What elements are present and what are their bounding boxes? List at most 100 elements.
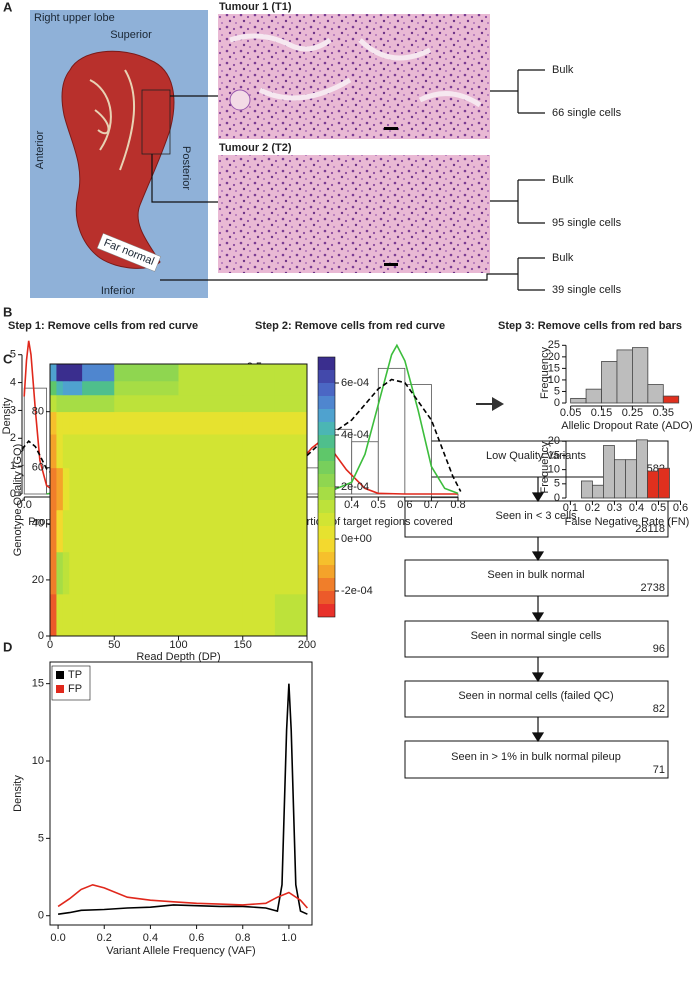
y-axis-title: Frequency — [539, 441, 551, 493]
contour-cell — [114, 411, 179, 435]
y-tick-label: 20 — [32, 574, 44, 586]
contour-cell — [242, 551, 276, 595]
tree-leaf: 95 single cells — [552, 217, 622, 229]
tree — [490, 179, 545, 224]
y-tick-label: 5 — [38, 832, 44, 844]
scale-bar — [384, 263, 398, 266]
contour-cell — [62, 509, 70, 553]
colorbar-tick-label: 6e-04 — [341, 377, 369, 389]
contour-cell — [82, 364, 115, 382]
y-tick-label: 5 — [554, 385, 560, 397]
contour-cell — [274, 551, 308, 595]
histogram-bar — [662, 395, 680, 404]
curve — [57, 683, 308, 915]
histogram-bar — [581, 480, 593, 499]
contour-cell — [274, 394, 308, 413]
contour-cell — [178, 593, 244, 637]
contour-cell — [56, 593, 64, 637]
flow-box — [404, 620, 669, 658]
connector — [160, 273, 518, 281]
panel-label: C — [3, 351, 13, 366]
histogram-bar — [636, 439, 648, 499]
flow-box — [404, 559, 669, 597]
histology-detail — [229, 89, 251, 111]
colorbar-band — [318, 500, 335, 513]
flowchart: Low Quality Variants 31582 Seen in < 3 c… — [404, 440, 669, 779]
x-tick-label: 0.2 — [585, 502, 600, 514]
contour-cell — [178, 364, 244, 382]
specimen — [61, 50, 175, 269]
contour-cell — [178, 509, 244, 553]
chart-title: Step 1: Remove cells from red curve — [8, 320, 198, 332]
contour-cell — [242, 467, 276, 511]
contour-cell — [56, 551, 64, 595]
contour-cell — [114, 380, 179, 396]
colorbar-band — [318, 474, 335, 487]
specimen-detail — [89, 69, 135, 171]
flow-box — [404, 740, 669, 779]
tree-leaf: Bulk — [552, 174, 574, 186]
histogram-bar — [658, 467, 670, 499]
y-tick-label: 5 — [554, 478, 560, 490]
x-tick-label: 0.8 — [235, 932, 250, 944]
x-tick-label: 0.8 — [450, 499, 465, 511]
histology-image — [218, 155, 490, 273]
contour-cell — [242, 593, 276, 637]
contour-cell — [50, 394, 57, 413]
contour-cell — [69, 394, 83, 413]
x-tick-label: 0.1 — [563, 502, 578, 514]
flow-count: 71 — [653, 764, 665, 776]
colorbar-band — [318, 370, 335, 383]
contour-cell — [114, 467, 179, 511]
x-tick-label: 0.15 — [591, 407, 612, 419]
contour-cell — [82, 411, 115, 435]
tree — [517, 257, 545, 291]
photo-label: Superior — [110, 29, 152, 41]
colorbar-band — [318, 487, 335, 500]
x-tick-label: 50 — [108, 639, 120, 651]
flow-label: Seen in normal cells (failed QC) — [458, 690, 613, 702]
colorbar-band — [318, 565, 335, 578]
histology-detail — [229, 33, 482, 108]
histogram-bar — [601, 361, 618, 404]
flow-arrowhead — [531, 612, 545, 623]
tree-leaf: 39 single cells — [552, 284, 622, 296]
contour-cell — [62, 380, 70, 396]
panel-label: D — [3, 639, 12, 654]
tree-leaf: 66 single cells — [552, 107, 622, 119]
colorbar-band — [318, 513, 335, 526]
contour-cell — [82, 434, 115, 469]
contour-cell — [62, 434, 70, 469]
contour-cell — [50, 364, 57, 382]
x-tick-label: 0.4 — [143, 932, 158, 944]
tree — [490, 69, 545, 114]
colorbar-band — [318, 578, 335, 591]
y-tick-label: 0 — [554, 492, 560, 504]
y-tick-label: 15 — [548, 449, 560, 461]
curve — [324, 343, 459, 495]
contour-cell — [69, 364, 83, 382]
histogram-bar — [570, 397, 587, 404]
colorbar-band — [318, 591, 335, 604]
x-tick-label: 0.4 — [344, 499, 359, 511]
step-arrow — [476, 397, 504, 411]
contour-cell — [56, 467, 64, 511]
histogram-bar — [592, 484, 604, 499]
contour-cell — [69, 467, 83, 511]
contour-cell — [178, 394, 244, 413]
contour-cell — [50, 593, 57, 637]
x-tick-label: 0.05 — [560, 407, 581, 419]
contour-cell — [50, 434, 57, 469]
contour-cell — [274, 380, 308, 396]
y-tick-label: 20 — [548, 435, 560, 447]
y-tick-label: 40 — [32, 518, 44, 530]
contour-cell — [82, 509, 115, 553]
flow-count: 82 — [653, 703, 665, 715]
y-tick-label: 20 — [548, 351, 560, 363]
y-tick-label: 80 — [32, 406, 44, 418]
x-axis-title: Variant Allele Frequency (VAF) — [106, 945, 255, 957]
y-axis-title: Genotype Quality (GQ) — [12, 444, 24, 557]
colorbar-band — [318, 396, 335, 409]
x-tick-label: 0.6 — [673, 502, 688, 514]
